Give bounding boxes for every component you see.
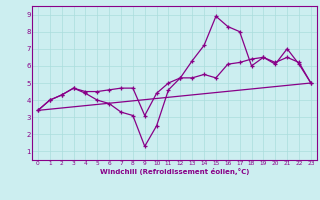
X-axis label: Windchill (Refroidissement éolien,°C): Windchill (Refroidissement éolien,°C): [100, 168, 249, 175]
